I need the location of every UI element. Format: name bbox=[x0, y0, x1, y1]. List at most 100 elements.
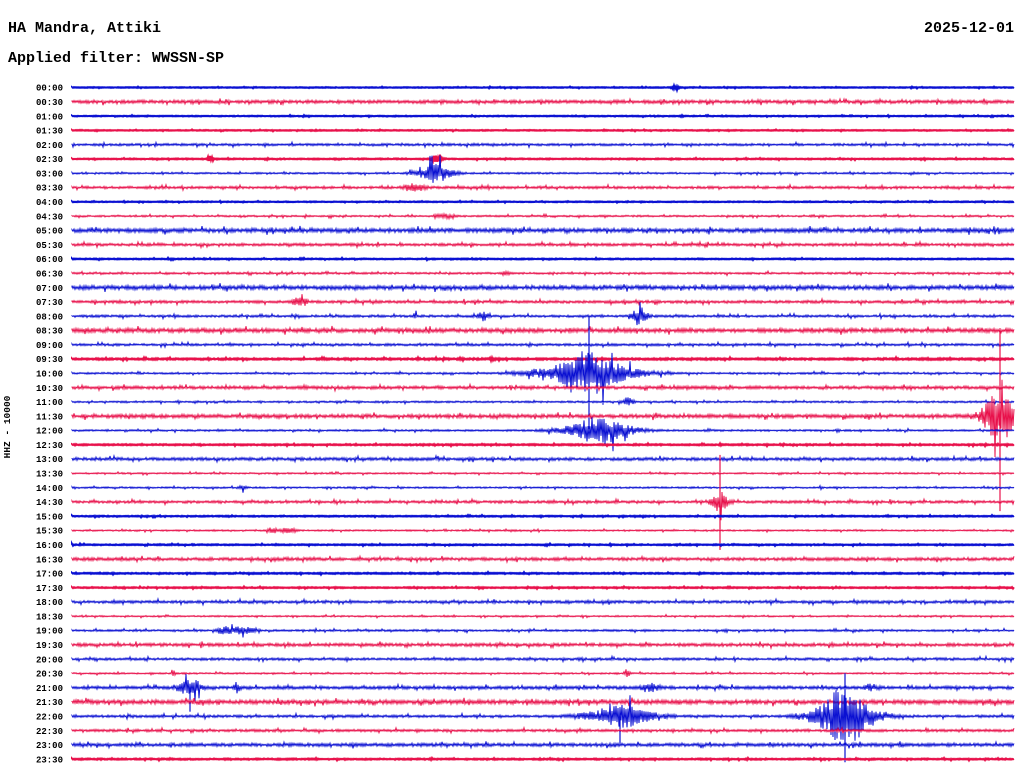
time-label: 02:30 bbox=[36, 155, 63, 165]
trace-row-03:00 bbox=[71, 155, 1015, 183]
station-title: HA Mandra, Attiki bbox=[8, 20, 162, 37]
trace-row-01:00 bbox=[71, 113, 1015, 119]
time-label: 19:30 bbox=[36, 641, 63, 651]
time-label: 07:00 bbox=[36, 284, 63, 294]
time-label: 23:30 bbox=[36, 755, 63, 765]
trace-row-14:00 bbox=[71, 484, 1015, 493]
time-label: 10:00 bbox=[36, 370, 63, 380]
date-label: 2025-12-01 bbox=[923, 20, 1014, 37]
time-label: 05:30 bbox=[36, 241, 63, 251]
time-label: 11:30 bbox=[36, 412, 63, 422]
trace-row-08:00 bbox=[71, 302, 1015, 326]
time-label: 12:30 bbox=[36, 441, 63, 451]
time-label: 23:00 bbox=[36, 741, 63, 751]
trace-row-00:30 bbox=[71, 97, 1015, 107]
trace-row-04:00 bbox=[71, 199, 1015, 205]
time-label: 17:30 bbox=[36, 584, 63, 594]
time-label: 22:30 bbox=[36, 727, 63, 737]
time-label: 05:00 bbox=[36, 227, 63, 237]
time-label: 09:30 bbox=[36, 355, 63, 365]
trace-row-21:00 bbox=[71, 674, 1015, 702]
time-label: 08:30 bbox=[36, 327, 63, 337]
time-label: 21:30 bbox=[36, 698, 63, 708]
trace-row-23:30 bbox=[71, 755, 1015, 763]
trace-row-06:00 bbox=[71, 255, 1015, 263]
trace-row-07:00 bbox=[71, 283, 1015, 293]
time-label: 12:00 bbox=[36, 427, 63, 437]
filter-label: Applied filter: WWSSN-SP bbox=[8, 50, 225, 67]
time-label: 11:00 bbox=[36, 398, 63, 408]
y-axis-label: HHZ - 10000 bbox=[2, 395, 13, 458]
trace-row-12:30 bbox=[71, 441, 1015, 449]
time-label: 10:30 bbox=[36, 384, 63, 394]
time-label: 13:00 bbox=[36, 455, 63, 465]
time-label: 03:30 bbox=[36, 184, 63, 194]
time-label: 18:00 bbox=[36, 598, 63, 608]
trace-row-04:30 bbox=[71, 211, 1015, 221]
trace-row-21:30 bbox=[71, 697, 1015, 707]
trace-row-17:30 bbox=[71, 584, 1015, 591]
trace-row-22:30 bbox=[71, 725, 1015, 735]
time-label: 13:30 bbox=[36, 470, 63, 480]
time-label: 20:00 bbox=[36, 655, 63, 665]
trace-row-05:30 bbox=[71, 239, 1015, 250]
trace-row-01:30 bbox=[71, 127, 1015, 133]
trace-row-07:30 bbox=[71, 294, 1015, 307]
trace-row-16:30 bbox=[71, 554, 1015, 564]
trace-row-09:30 bbox=[71, 354, 1015, 364]
trace-row-12:00 bbox=[71, 417, 1015, 452]
time-label: 14:30 bbox=[36, 498, 63, 508]
time-label: 00:00 bbox=[36, 84, 63, 94]
time-label: 01:30 bbox=[36, 127, 63, 137]
trace-row-03:30 bbox=[71, 182, 1015, 192]
trace-row-13:00 bbox=[71, 453, 1015, 464]
trace-row-18:30 bbox=[71, 613, 1015, 620]
time-label: 04:00 bbox=[36, 198, 63, 208]
time-label: 06:30 bbox=[36, 269, 63, 279]
time-label: 20:30 bbox=[36, 670, 63, 680]
trace-row-19:30 bbox=[71, 640, 1015, 651]
time-label: 15:30 bbox=[36, 527, 63, 537]
trace-row-22:00 bbox=[71, 690, 1015, 741]
time-label: 15:00 bbox=[36, 512, 63, 522]
trace-row-10:00 bbox=[71, 351, 1015, 405]
time-label: 07:30 bbox=[36, 298, 63, 308]
trace-row-08:30 bbox=[71, 325, 1015, 335]
time-label: 08:00 bbox=[36, 312, 63, 322]
time-label: 01:00 bbox=[36, 112, 63, 122]
trace-row-23:00 bbox=[71, 740, 1015, 750]
time-label: 21:00 bbox=[36, 684, 63, 694]
time-label: 16:30 bbox=[36, 555, 63, 565]
time-label: 17:00 bbox=[36, 570, 63, 580]
trace-row-11:30 bbox=[71, 379, 1015, 458]
trace-row-10:30 bbox=[71, 382, 1015, 393]
trace-row-00:00 bbox=[71, 82, 1015, 94]
trace-row-05:00 bbox=[71, 225, 1015, 236]
trace-row-17:00 bbox=[71, 570, 1015, 577]
time-label: 09:00 bbox=[36, 341, 63, 351]
time-label: 04:30 bbox=[36, 212, 63, 222]
trace-row-15:30 bbox=[71, 526, 1015, 535]
time-label: 02:00 bbox=[36, 141, 63, 151]
trace-row-19:00 bbox=[71, 624, 1015, 638]
trace-row-16:00 bbox=[71, 540, 1015, 548]
time-label: 03:00 bbox=[36, 169, 63, 179]
trace-row-02:30 bbox=[71, 153, 1015, 165]
time-label: 18:30 bbox=[36, 612, 63, 622]
time-label: 14:00 bbox=[36, 484, 63, 494]
trace-row-13:30 bbox=[71, 470, 1015, 477]
time-label: 06:00 bbox=[36, 255, 63, 265]
trace-row-20:30 bbox=[71, 669, 1015, 677]
trace-row-18:00 bbox=[71, 597, 1015, 607]
time-label: 22:00 bbox=[36, 712, 63, 722]
trace-row-02:00 bbox=[71, 140, 1015, 149]
trace-row-06:30 bbox=[71, 269, 1015, 278]
trace-row-20:00 bbox=[71, 654, 1015, 664]
time-label: 00:30 bbox=[36, 98, 63, 108]
trace-row-14:30 bbox=[71, 491, 1015, 521]
time-label: 16:00 bbox=[36, 541, 63, 551]
time-label: 19:00 bbox=[36, 627, 63, 637]
trace-row-15:00 bbox=[71, 513, 1015, 520]
